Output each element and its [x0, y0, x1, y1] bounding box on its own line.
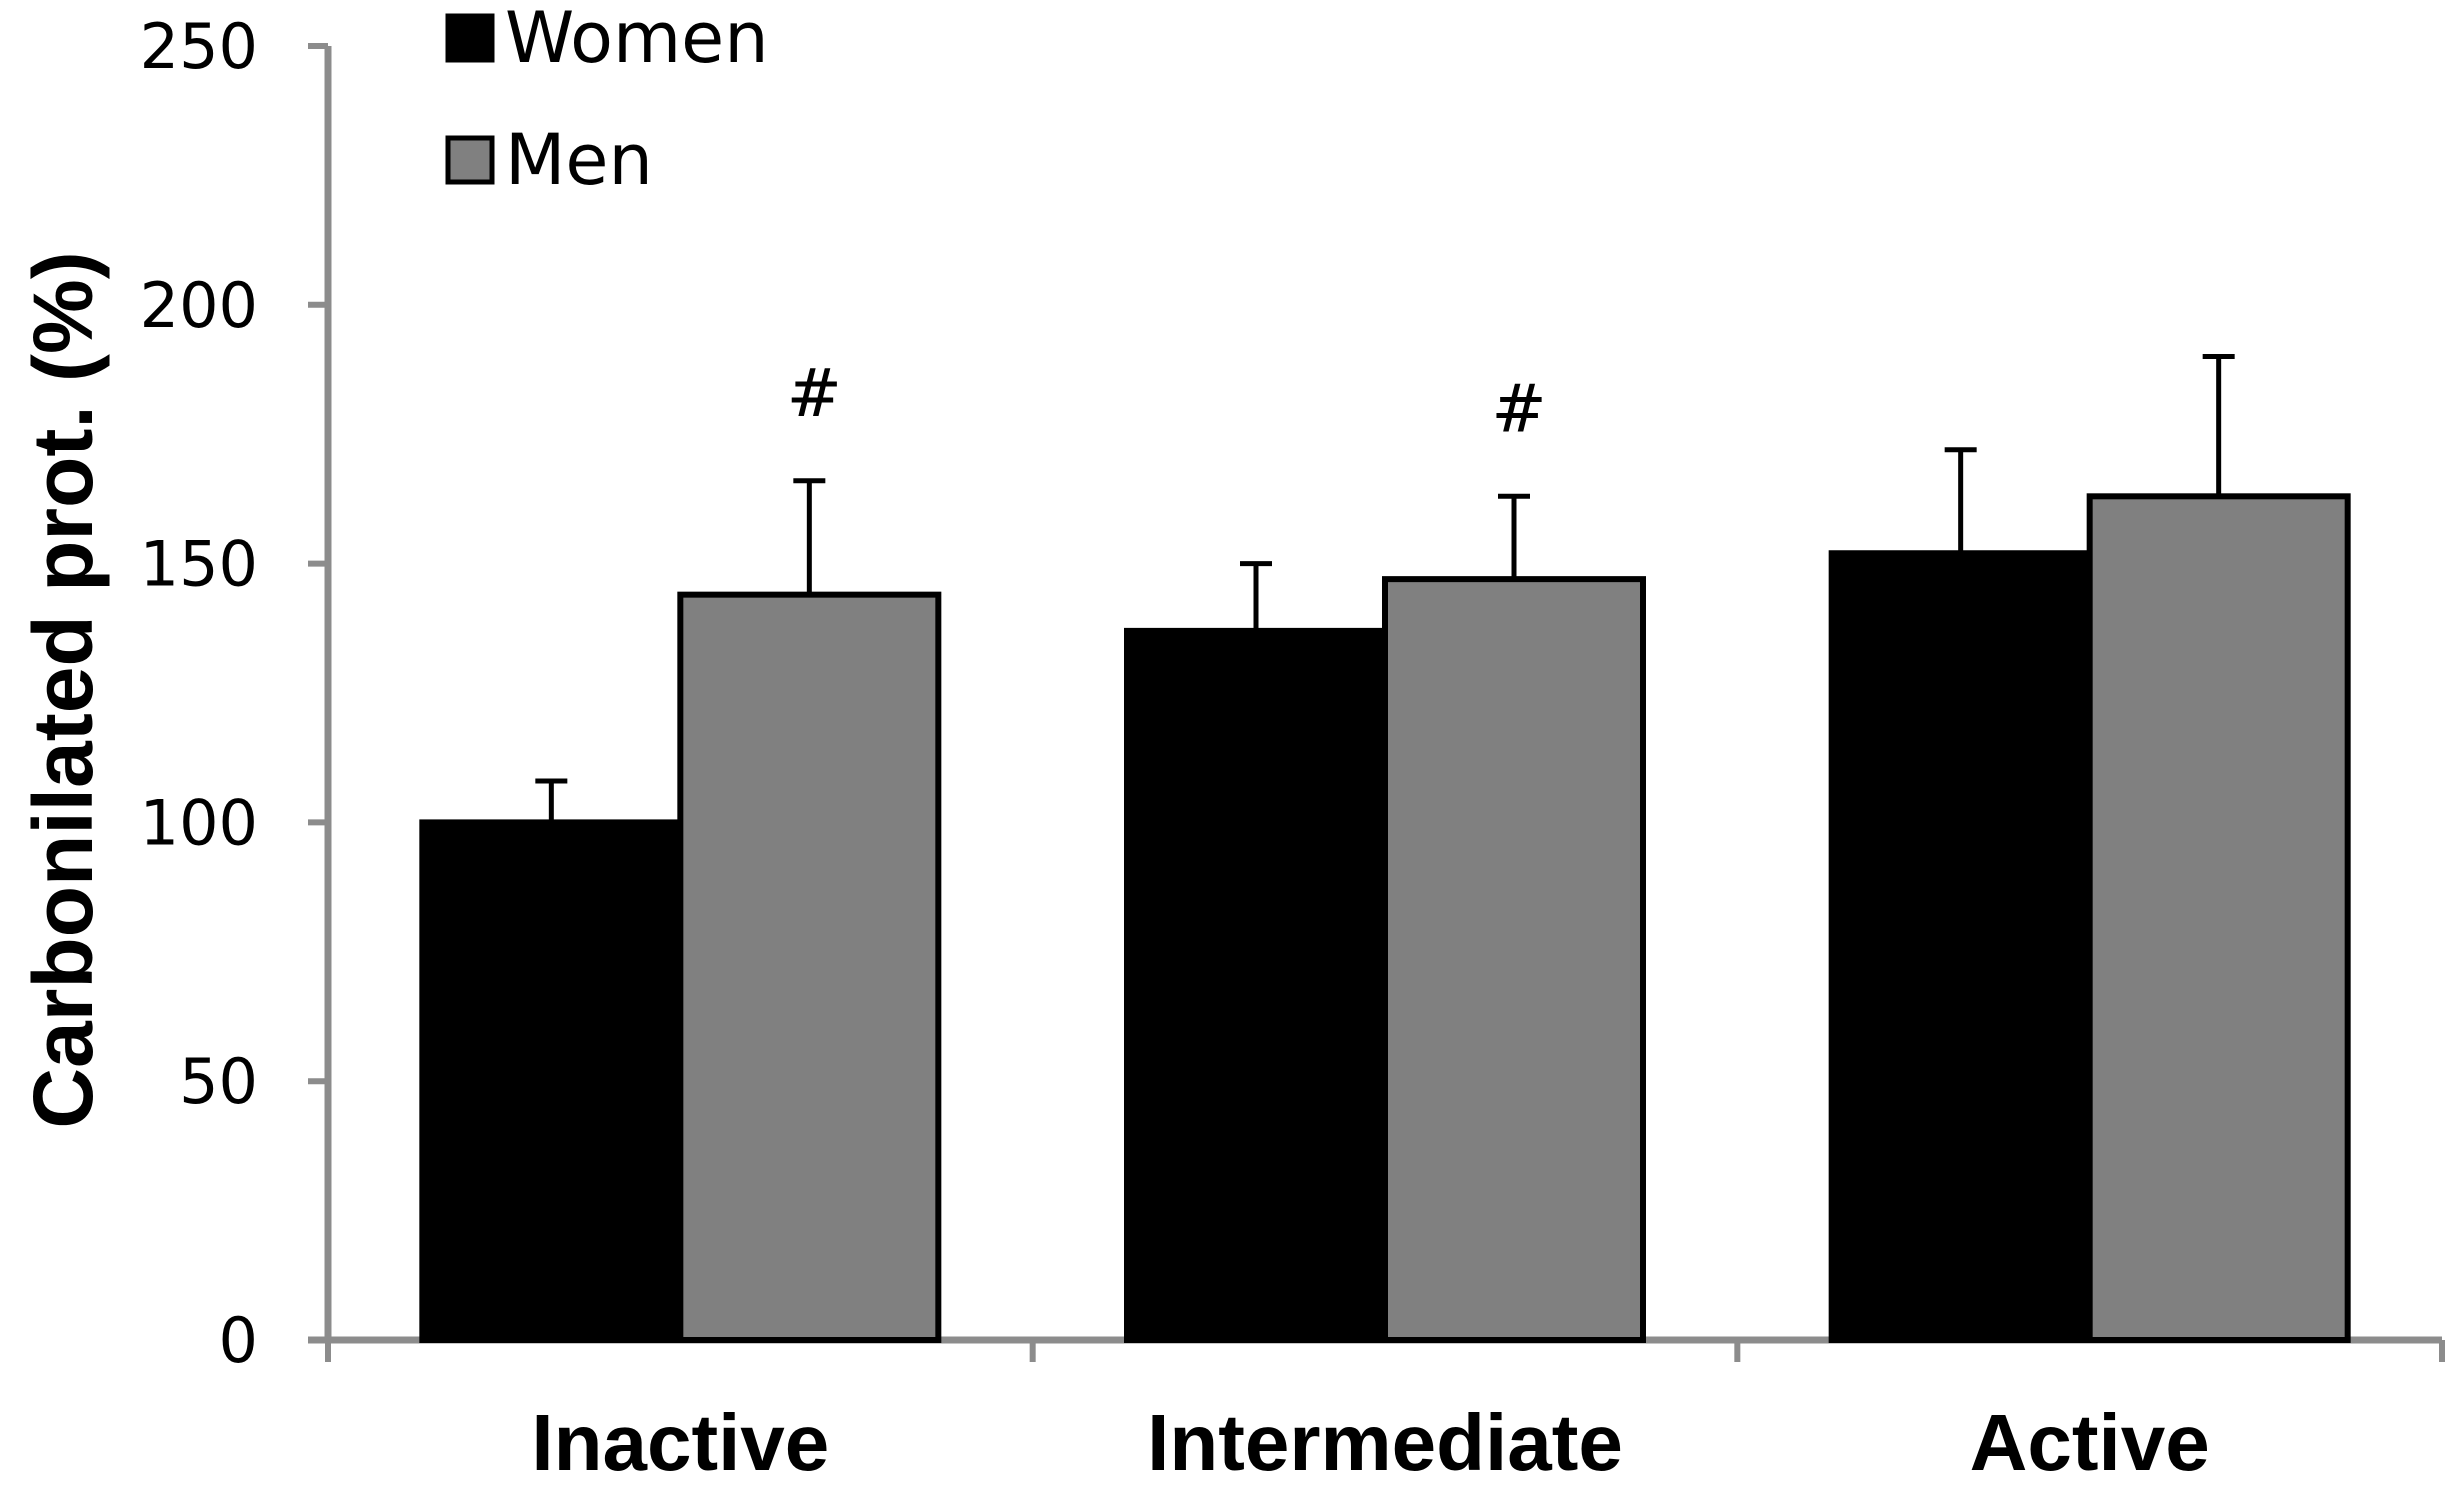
x-tick-label: Inactive — [531, 1398, 829, 1485]
y-tick-label: 100 — [140, 786, 258, 859]
legend-swatch-women — [445, 13, 495, 63]
annotations: # # — [787, 355, 1547, 448]
bar-women-active — [1828, 550, 2093, 1343]
bars — [419, 354, 2351, 1343]
y-axis-label: Carbonilated prot. (%) — [16, 251, 110, 1128]
legend: Women Men — [445, 0, 769, 201]
y-axis-ticks: 0 50 100 150 200 250 — [140, 10, 328, 1377]
bar-men-inactive — [677, 591, 942, 1343]
bar-men-active — [2086, 493, 2351, 1343]
legend-swatch-men — [445, 135, 495, 185]
significance-annotation: # — [787, 355, 842, 432]
bar-women-intermediate — [1124, 627, 1388, 1343]
y-tick-label: 250 — [140, 10, 258, 83]
y-tick-label: 0 — [219, 1304, 258, 1377]
y-tick-label: 200 — [140, 269, 258, 342]
y-tick-label: 50 — [179, 1045, 258, 1118]
x-axis-labels: Inactive Intermediate Active — [531, 1398, 2209, 1485]
bar-men-intermediate — [1382, 576, 1646, 1343]
bar-women-inactive — [419, 819, 684, 1343]
legend-label-women: Women — [505, 0, 769, 79]
significance-annotation: # — [1491, 370, 1546, 447]
y-tick-label: 150 — [140, 528, 258, 601]
x-tick-label: Active — [1970, 1398, 2210, 1485]
legend-label-men: Men — [505, 119, 653, 201]
x-tick-label: Intermediate — [1147, 1398, 1623, 1485]
